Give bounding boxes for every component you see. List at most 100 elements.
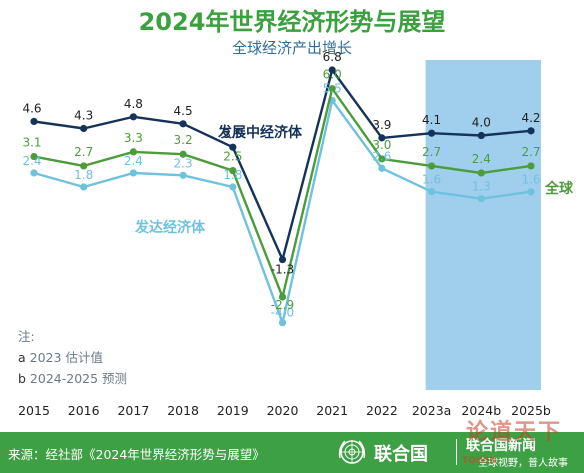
- data-label: -1.3: [271, 263, 294, 277]
- data-label: 5.5: [323, 81, 342, 95]
- data-label: 1.3: [472, 180, 491, 194]
- forecast-band: [425, 60, 541, 390]
- data-label: 6.0: [323, 68, 342, 82]
- data-label: -2.9: [271, 298, 294, 312]
- series-name-label: 全球: [544, 180, 574, 197]
- data-point: [527, 162, 535, 170]
- data-label: 4.6: [22, 101, 41, 115]
- data-label: 3.9: [372, 118, 391, 132]
- data-point: [129, 169, 137, 177]
- data-point: [30, 152, 38, 161]
- note-b-marker: b: [18, 371, 26, 386]
- data-point: [378, 134, 386, 142]
- data-label: 2.5: [223, 150, 242, 164]
- data-label: 2.7: [521, 145, 540, 159]
- data-point: [428, 188, 436, 196]
- data-point: [477, 169, 485, 177]
- data-point: [80, 162, 88, 170]
- chart-title: 2024年世界经济形势与展望: [138, 8, 446, 36]
- data-label: 4.8: [124, 97, 143, 111]
- watermark-town: TOWIN: [462, 456, 497, 466]
- data-point: [129, 148, 137, 156]
- x-tick-label: 2015: [18, 403, 50, 418]
- data-label: 3.5: [223, 127, 242, 141]
- data-label: 3.2: [174, 133, 193, 147]
- un-emblem-icon: [338, 440, 366, 464]
- news-subtitle: 全球视野，普人故事: [478, 458, 568, 469]
- footer-divider: [456, 439, 457, 465]
- data-point: [179, 150, 187, 158]
- data-label: 2.6: [372, 149, 391, 163]
- data-point: [229, 167, 237, 175]
- notes-heading: 注:: [18, 329, 35, 344]
- note-a: a 2023 估计值: [18, 347, 127, 368]
- data-label: 4.1: [422, 113, 441, 127]
- data-label: 1.6: [422, 173, 441, 187]
- x-tick-label: 2018: [167, 403, 199, 418]
- data-point: [278, 319, 287, 327]
- x-tick-label: 2019: [217, 403, 249, 418]
- data-point: [80, 124, 88, 133]
- data-point: [328, 85, 336, 93]
- data-point: [477, 131, 485, 140]
- data-point: [179, 120, 187, 128]
- data-label: 2.4: [124, 154, 143, 168]
- data-label: -4.0: [271, 306, 294, 320]
- chart-notes: 注: a 2023 估计值 b 2024-2025 预测: [18, 326, 127, 389]
- data-point: [278, 255, 287, 264]
- x-tick-label: 2025b: [511, 403, 551, 418]
- note-a-marker: a: [18, 350, 26, 365]
- data-point: [278, 293, 287, 301]
- data-point: [378, 164, 386, 172]
- data-label: 2.3: [174, 156, 193, 170]
- data-label: 1.8: [223, 168, 242, 182]
- footer-bar: 来源：经社部《2024年世界经济形势与展望》 联合国 联合国新闻 全球视野，普人…: [0, 432, 584, 473]
- data-label: 3.1: [22, 136, 41, 150]
- data-label: 4.2: [521, 111, 540, 125]
- x-tick-label: 2020: [267, 403, 299, 418]
- data-point: [129, 113, 137, 121]
- data-label: 2.7: [422, 145, 441, 159]
- data-label: 1.6: [521, 173, 540, 187]
- data-point: [428, 129, 436, 137]
- line-chart: 2015 2016 2017 2018 2019 2020 2021 2022 2023a 202…: [18, 50, 574, 418]
- data-point: [179, 171, 187, 179]
- data-point: [328, 66, 336, 74]
- news-title: 联合国新闻: [466, 438, 536, 454]
- watermark-text: 论道天下: [466, 419, 563, 445]
- data-label: 6.8: [323, 50, 342, 64]
- data-label: 3.0: [372, 138, 391, 152]
- source-text: 来源：经社部《2024年世界经济形势与展望》: [8, 447, 265, 462]
- note-a-text: 2023 估计值: [29, 350, 103, 365]
- chart-subtitle: 全球经济产出增长: [231, 39, 352, 57]
- data-label: 4.5: [174, 104, 193, 118]
- data-point: [30, 117, 38, 126]
- data-point: [80, 183, 88, 191]
- note-b-text: 2024-2025 预测: [29, 371, 128, 386]
- data-point: [428, 162, 436, 170]
- data-label: 4.0: [472, 116, 491, 130]
- x-tick-label: 2023a: [412, 403, 451, 418]
- data-point: [527, 127, 535, 135]
- x-tick-label: 2022: [366, 403, 398, 418]
- data-point: [527, 188, 535, 196]
- data-label: 4.3: [74, 109, 93, 123]
- x-tick-label: 2024b: [461, 403, 501, 418]
- data-label: 1.8: [74, 168, 93, 182]
- data-label: 2.4: [472, 152, 491, 166]
- series-name-label: 发达经济体: [134, 219, 206, 236]
- series-name-label: 发展中经济体: [217, 124, 303, 141]
- x-tick-label: 2021: [316, 403, 348, 418]
- data-point: [378, 155, 386, 163]
- x-tick-label: 2016: [68, 403, 100, 418]
- data-point: [229, 183, 237, 191]
- data-point: [30, 169, 38, 177]
- data-point: [229, 143, 237, 151]
- un-name: 联合国: [374, 444, 428, 465]
- note-b: b 2024-2025 预测: [18, 368, 127, 389]
- x-tick-label: 2017: [117, 403, 149, 418]
- data-label: 3.3: [124, 131, 143, 145]
- data-point: [477, 195, 485, 203]
- data-label: 2.7: [74, 145, 93, 159]
